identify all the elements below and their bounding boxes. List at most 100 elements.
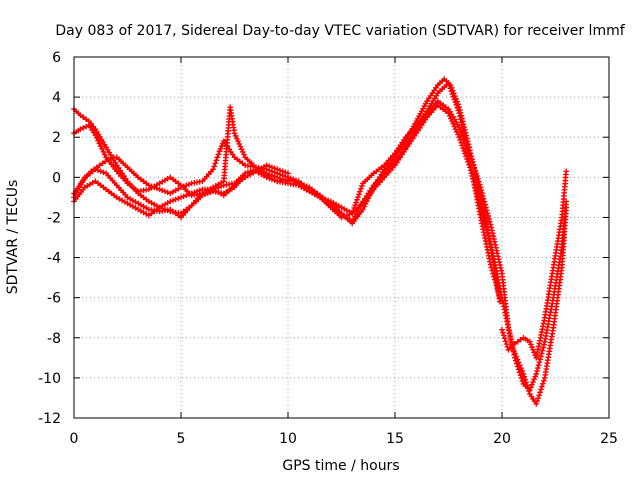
data-point xyxy=(450,93,457,100)
data-point xyxy=(344,212,350,219)
data-point xyxy=(162,188,168,195)
data-point xyxy=(485,233,492,239)
data-point xyxy=(266,171,273,178)
data-point xyxy=(167,198,174,205)
data-point xyxy=(512,350,518,357)
data-point xyxy=(355,194,361,200)
data-point xyxy=(170,197,176,204)
data-point xyxy=(263,162,270,169)
data-point xyxy=(500,329,506,336)
data-point xyxy=(279,168,286,175)
data-point xyxy=(537,389,543,396)
data-point xyxy=(77,126,84,132)
series-track-f xyxy=(285,80,503,301)
data-point xyxy=(445,80,452,86)
data-point xyxy=(534,398,540,404)
data-point xyxy=(350,207,356,214)
y-tick-label: 6 xyxy=(52,50,61,66)
data-point xyxy=(519,368,526,374)
data-point xyxy=(456,134,462,141)
data-point xyxy=(455,107,462,114)
data-point xyxy=(531,376,537,383)
data-point xyxy=(293,177,299,184)
data-point xyxy=(446,83,453,89)
data-point xyxy=(351,205,357,211)
y-tick-label: 2 xyxy=(52,130,61,146)
data-point xyxy=(496,291,502,298)
data-point xyxy=(497,294,503,301)
data-point xyxy=(80,125,87,131)
data-point xyxy=(533,401,540,407)
data-point xyxy=(354,196,360,203)
data-point xyxy=(290,176,297,183)
data-point xyxy=(95,167,101,174)
data-point xyxy=(346,211,353,218)
data-point xyxy=(462,150,468,157)
y-tick-label: -10 xyxy=(38,371,61,387)
data-point xyxy=(476,181,483,188)
x-tick-label: 25 xyxy=(600,431,618,447)
data-point xyxy=(513,353,520,360)
data-point xyxy=(175,195,182,202)
data-point xyxy=(491,276,498,283)
axis-ticks: 0 5 10 15 20 25 -12 -10 -8 -6 -4 -2 0 2 4 6 xyxy=(38,50,618,447)
data-point xyxy=(183,182,190,189)
data-point xyxy=(483,207,490,214)
data-point xyxy=(458,139,464,146)
data-point xyxy=(515,359,522,366)
data-point xyxy=(214,154,221,161)
data-point xyxy=(521,373,528,380)
data-point xyxy=(80,114,87,120)
data-point xyxy=(538,353,544,360)
data-point xyxy=(215,151,222,158)
data-point xyxy=(180,193,187,200)
data-point xyxy=(483,227,490,234)
data-point xyxy=(277,175,283,182)
data-point xyxy=(449,91,456,97)
data-point xyxy=(183,192,190,199)
data-point xyxy=(451,96,458,103)
data-point xyxy=(499,326,505,333)
data-point xyxy=(359,183,365,189)
data-point xyxy=(99,160,106,167)
data-point xyxy=(495,288,501,295)
data-point xyxy=(156,186,163,193)
data-point xyxy=(271,173,278,180)
data-point xyxy=(541,377,547,384)
chart-title: Day 083 of 2017, Sidereal Day-to-day VTE… xyxy=(55,23,625,39)
data-point xyxy=(457,137,463,143)
data-point xyxy=(279,176,286,183)
y-tick-label: 4 xyxy=(52,90,61,106)
data-point xyxy=(282,169,289,176)
data-point xyxy=(452,99,459,106)
data-point xyxy=(274,174,281,181)
data-point xyxy=(514,356,521,363)
data-point xyxy=(77,112,84,118)
data-point xyxy=(536,392,542,399)
data-point xyxy=(537,356,543,363)
data-point xyxy=(349,210,355,217)
data-point xyxy=(477,184,484,191)
data-series xyxy=(71,76,569,407)
data-point xyxy=(448,88,455,95)
data-point xyxy=(489,267,495,274)
data-point xyxy=(186,181,192,188)
data-point xyxy=(530,347,536,353)
data-point xyxy=(517,336,524,343)
data-point xyxy=(501,335,508,342)
data-point xyxy=(512,340,518,347)
data-point xyxy=(269,164,275,171)
data-point xyxy=(159,187,166,194)
data-point xyxy=(353,199,359,206)
data-point xyxy=(502,338,509,345)
data-point xyxy=(235,138,241,145)
data-point xyxy=(520,371,527,377)
series-track-g xyxy=(499,168,569,361)
data-point xyxy=(486,216,492,222)
data-point xyxy=(539,347,546,354)
data-point xyxy=(563,168,569,175)
data-point xyxy=(460,145,466,151)
data-point xyxy=(96,162,103,169)
data-point xyxy=(459,142,465,149)
data-point xyxy=(83,123,89,130)
